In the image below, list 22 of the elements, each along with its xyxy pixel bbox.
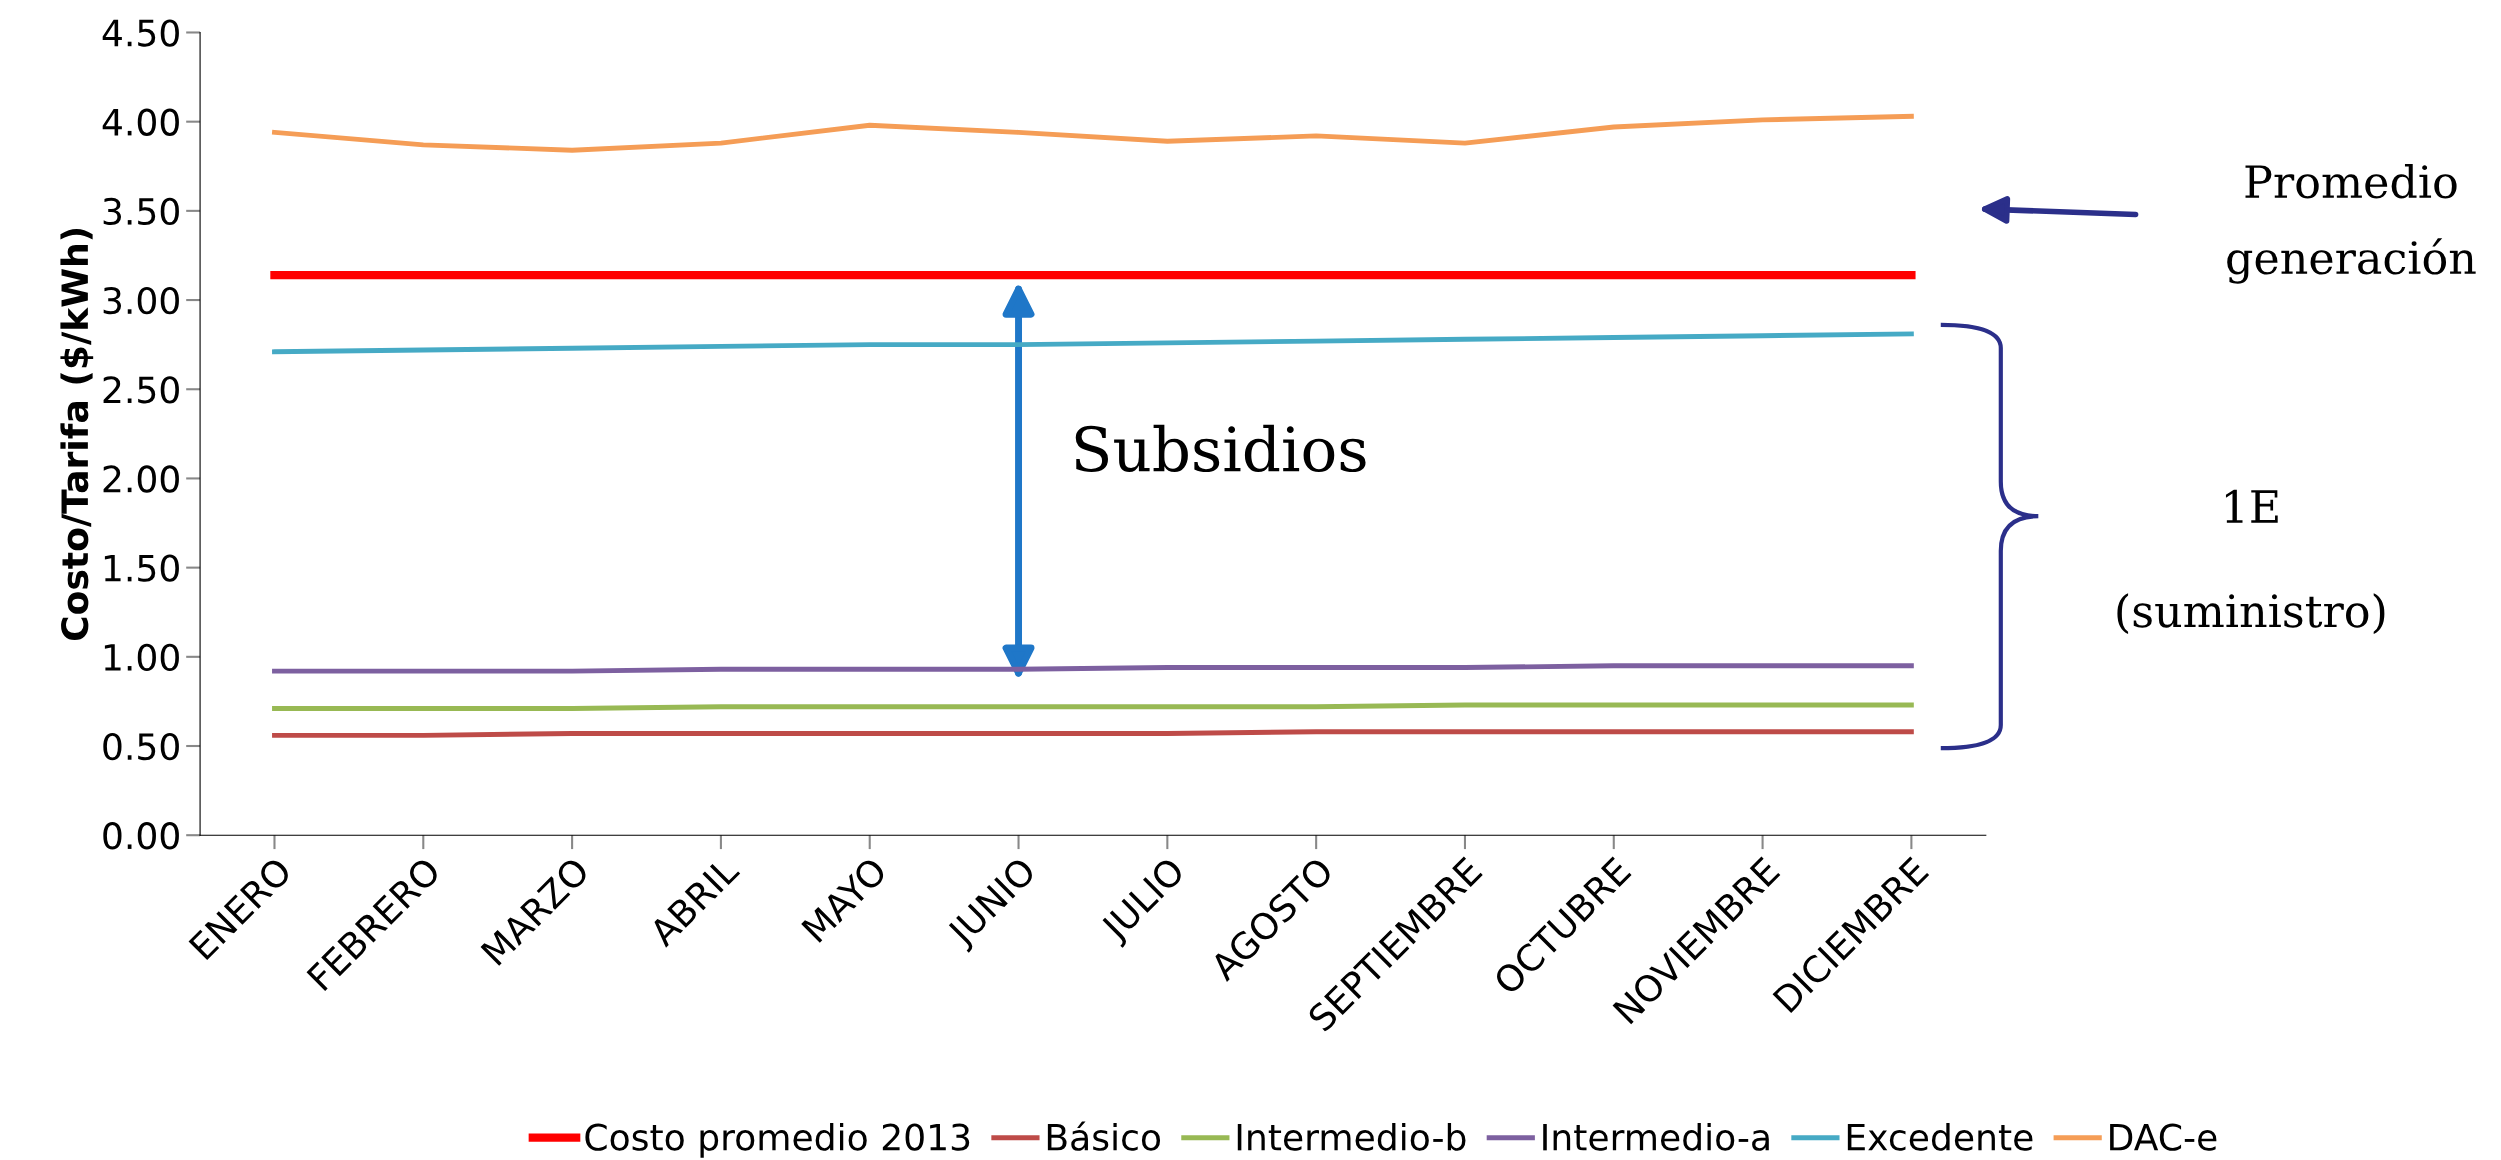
legend-label: Básico: [1047, 1121, 1161, 1151]
legend-label: Intermedio-a: [1543, 1122, 1769, 1151]
line-series: [272, 331, 1914, 355]
legend-label: DAC-e: [2110, 1123, 2217, 1151]
y-tick-label: 2.00: [103, 465, 179, 493]
y-tick-label: 1.50: [104, 554, 179, 582]
legend-label: Excedente: [1847, 1122, 2033, 1151]
text: Promedio generación: [2227, 164, 2476, 284]
y-tick-label: 4.50: [102, 19, 179, 47]
legend-label: Intermedio-b: [1237, 1122, 1466, 1151]
line-series: [272, 113, 1914, 153]
y-tick-label: 1.00: [104, 643, 179, 672]
y-tick-label: 0.50: [103, 732, 179, 761]
y-tick-label: 3.50: [103, 197, 179, 226]
y-tick-label: 2.50: [103, 376, 179, 404]
legend-label: Costo promedio 2013: [585, 1122, 970, 1158]
text: 1E (suministro): [2117, 489, 2385, 634]
y-axis-title: Costo/Tarifa ($/kWh): [60, 228, 94, 641]
y-tick-label: 4.00: [102, 108, 179, 136]
annotation: Subsidios: [1075, 424, 1366, 473]
y-tick-label: 0.00: [103, 822, 179, 850]
y-tick-label: 3.00: [103, 286, 179, 315]
